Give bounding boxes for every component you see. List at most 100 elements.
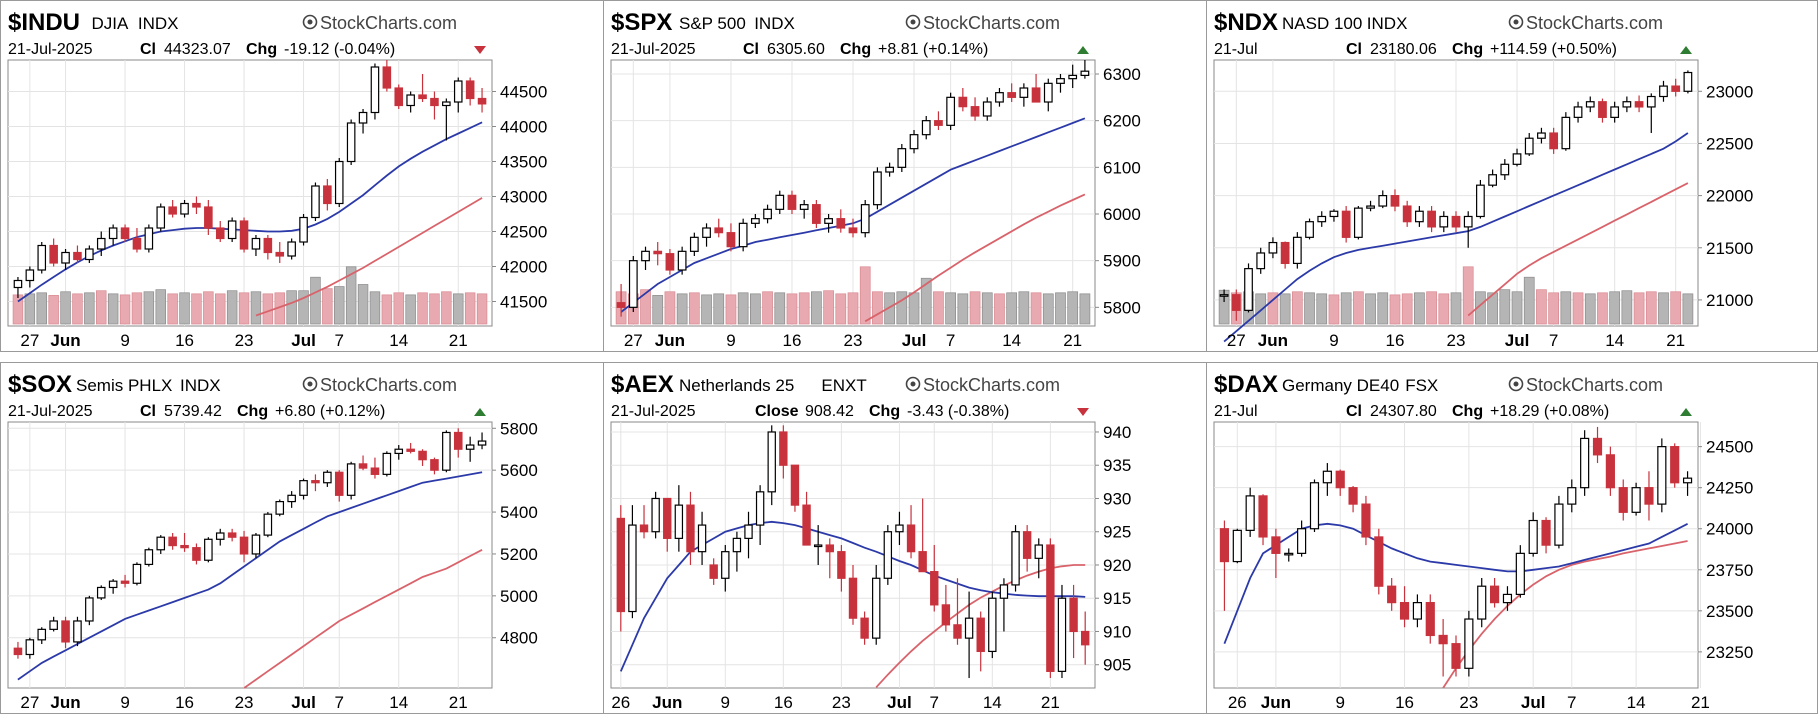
candle-body xyxy=(37,244,47,271)
chg-label: Chg xyxy=(246,41,277,58)
candle-body xyxy=(1280,241,1290,265)
volume-bar xyxy=(957,293,969,325)
candle-body xyxy=(49,244,58,264)
plot-area xyxy=(7,59,493,327)
chg-label: Chg xyxy=(237,403,268,420)
moving-average-short-line xyxy=(1223,132,1689,343)
stockcharts-logo-icon xyxy=(905,14,921,30)
volume-bar xyxy=(1670,291,1682,325)
y-tick-label: 24500 xyxy=(1706,438,1753,457)
candle-body xyxy=(906,524,916,553)
candle-body xyxy=(1366,205,1375,209)
y-tick-label: 6300 xyxy=(1103,65,1141,84)
candle-body xyxy=(663,497,672,539)
y-tick-label: 42000 xyxy=(500,258,547,277)
candle-body xyxy=(1258,495,1268,538)
x-tick-label: 16 xyxy=(1386,331,1405,350)
candle-body xyxy=(1528,519,1538,554)
candle-body xyxy=(442,101,451,107)
candle-body xyxy=(1618,487,1628,513)
close-value: 5739.42 xyxy=(164,403,222,420)
volume-bar xyxy=(298,290,309,325)
close-label: Close xyxy=(755,403,799,420)
candle-body xyxy=(1219,528,1230,563)
x-tick-label: Jul xyxy=(887,693,912,712)
x-tick-label: Jun xyxy=(652,693,682,712)
candle-body xyxy=(1500,163,1510,176)
volume-bar xyxy=(1055,292,1066,325)
volume-bar xyxy=(859,266,871,325)
y-tick-label: 44500 xyxy=(500,83,547,102)
x-tick-label: 7 xyxy=(1549,331,1558,350)
candle-body xyxy=(96,237,106,250)
candle-body xyxy=(1317,215,1327,223)
stockcharts-logo-dot xyxy=(307,381,313,387)
volume-bar xyxy=(179,292,190,325)
candle-body xyxy=(370,467,380,475)
candle-body xyxy=(1022,531,1032,559)
x-tick-label: Jul xyxy=(291,693,316,712)
volume-bar xyxy=(476,293,488,325)
candle-body xyxy=(144,227,154,250)
candle-body xyxy=(1268,241,1278,254)
candle-body xyxy=(1390,195,1400,207)
candle-body xyxy=(1549,132,1559,150)
candle-body xyxy=(872,577,881,639)
candle-body xyxy=(1271,536,1281,554)
candle-body xyxy=(721,551,730,579)
candle-body xyxy=(1490,585,1500,604)
x-tick-label: 21 xyxy=(1691,693,1710,712)
stockcharts-logo-icon xyxy=(302,14,318,30)
x-tick-label: 9 xyxy=(120,693,129,712)
chart-exchange: INDX xyxy=(180,376,221,395)
candle-body xyxy=(1561,116,1571,150)
candle-body xyxy=(394,448,404,455)
candle-body xyxy=(406,448,415,452)
candle-body xyxy=(1488,174,1497,186)
volume-bar xyxy=(464,292,476,325)
candle-body xyxy=(85,248,94,261)
volume-bar xyxy=(381,294,393,325)
volume-bar xyxy=(1523,276,1535,325)
volume-bar xyxy=(1291,291,1303,325)
candle-body xyxy=(1080,630,1090,646)
volume-bar xyxy=(1255,293,1267,325)
candle-body xyxy=(976,617,985,653)
volume-bar xyxy=(737,292,749,325)
close-label: Cl xyxy=(743,41,759,58)
candle-body xyxy=(323,185,332,205)
candle-body xyxy=(1631,487,1641,513)
volume-bar xyxy=(226,290,238,325)
chart-svg: $SPX S&P 500 INDX StockCharts.com 21-Jul-202… xyxy=(603,0,1215,352)
candle-body xyxy=(13,279,23,289)
y-tick-label: 41500 xyxy=(500,293,547,312)
candle-body xyxy=(49,620,58,630)
chg-label: Chg xyxy=(840,41,871,58)
candle-body xyxy=(334,471,344,496)
volume-bar xyxy=(1658,292,1669,325)
candle-body xyxy=(96,586,106,599)
volume-bar xyxy=(334,286,345,325)
candle-body xyxy=(970,106,980,117)
volume-bar xyxy=(1572,292,1584,325)
stockcharts-logo-dot xyxy=(1513,381,1519,387)
candle-body xyxy=(1219,294,1229,297)
candle-body xyxy=(477,440,487,446)
volume-bar xyxy=(72,293,83,325)
volume-bar xyxy=(1006,292,1018,325)
candle-body xyxy=(779,431,788,466)
volume-bar xyxy=(1067,291,1079,325)
candle-body xyxy=(709,564,718,579)
chart-panel-indu: $INDU DJIA INDX StockCharts.com 21-Jul-2025 C… xyxy=(0,0,612,352)
candle-body xyxy=(1046,544,1055,672)
chart-date: 21-Jul-2025 xyxy=(611,41,696,58)
candle-body xyxy=(616,302,626,308)
close-label: Cl xyxy=(1346,403,1362,420)
candle-body xyxy=(1387,585,1397,604)
candle-body xyxy=(168,536,177,547)
candle-body xyxy=(1683,71,1693,92)
candle-body xyxy=(334,160,344,205)
candle-body xyxy=(1657,446,1667,505)
moving-average-short-line xyxy=(17,471,483,681)
candle-body xyxy=(465,80,475,100)
